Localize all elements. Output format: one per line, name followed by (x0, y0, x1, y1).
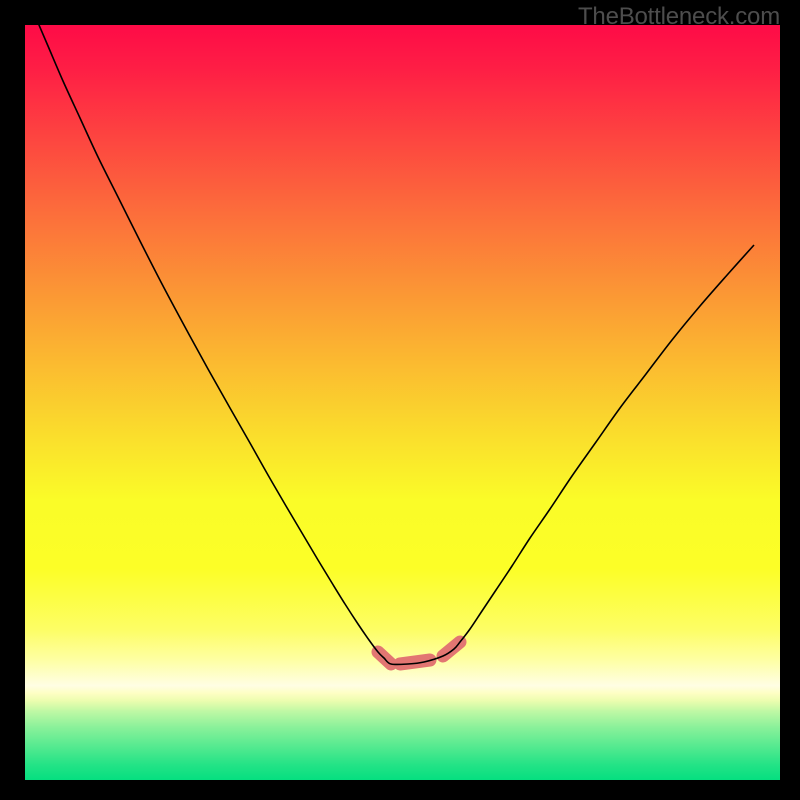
curve-layer (25, 25, 780, 780)
chart-container: { "canvas": { "width": 800, "height": 80… (0, 0, 800, 800)
plot-area (25, 25, 780, 780)
watermark-text: TheBottleneck.com (578, 3, 780, 31)
bottleneck-curve (28, 25, 754, 665)
